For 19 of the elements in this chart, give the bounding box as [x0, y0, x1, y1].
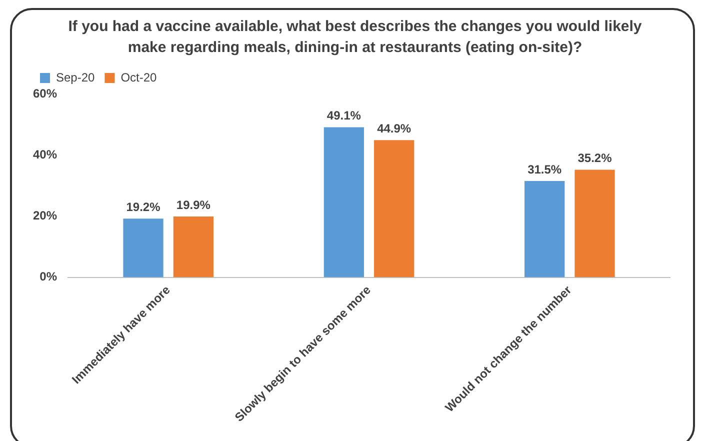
data-label: 19.9%	[176, 198, 211, 212]
bar	[574, 170, 615, 278]
legend-label: Sep-20	[56, 70, 96, 84]
bar	[524, 181, 565, 278]
y-tick-label: 0%	[40, 270, 58, 284]
data-label: 49.1%	[326, 108, 362, 123]
chart-title: If you had a vaccine available, what best describes the changes you would likely make regarding meals, dining-in at restaurants (eating on-site)?	[67, 17, 643, 58]
bar	[173, 216, 214, 278]
bar	[374, 140, 414, 278]
bar	[123, 218, 164, 278]
y-tick-label: 60%	[32, 86, 58, 100]
data-label: 35.2%	[578, 151, 612, 166]
data-label: 19.2%	[126, 200, 161, 214]
y-tick-label: 40%	[32, 147, 58, 162]
data-label: 31.5%	[528, 162, 562, 176]
legend-label: Oct-20	[120, 70, 158, 84]
y-tick-label: 20%	[32, 208, 58, 222]
data-label: 44.9%	[377, 121, 412, 136]
bar	[324, 127, 364, 278]
